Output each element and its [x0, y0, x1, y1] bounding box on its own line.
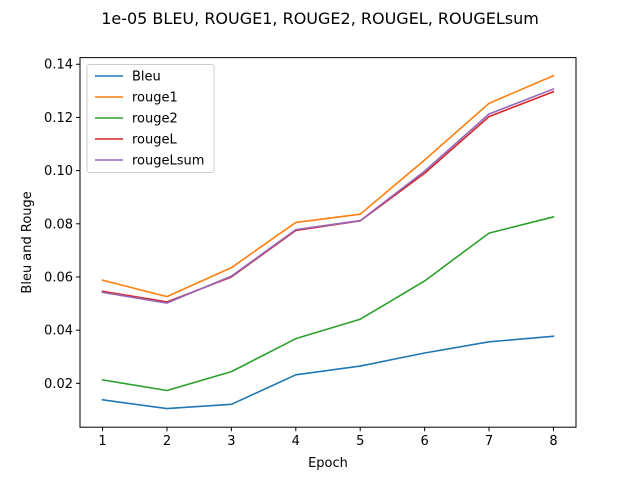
legend-box — [86, 64, 215, 173]
x-tick-label: 6 — [420, 434, 428, 449]
plot-area — [101, 74, 555, 410]
chart-title: 1e-05 BLEU, ROUGE1, ROUGE2, ROUGEL, ROUG… — [101, 9, 539, 28]
y-axis-label: Bleu and Rouge — [20, 191, 35, 293]
legend: Bleu rouge1 rouge2 rougeL rougeLsum — [86, 64, 215, 173]
x-tick-label: 1 — [98, 434, 106, 449]
legend-label: rouge2 — [132, 112, 178, 127]
series-line-rougeLsum — [101, 87, 555, 304]
y-tick-label: 0.12 — [44, 111, 73, 126]
y-tick-label: 0.06 — [44, 270, 73, 285]
legend-label: Bleu — [132, 70, 161, 85]
x-tick-label: 5 — [356, 434, 364, 449]
legend-label: rougeL — [132, 133, 178, 148]
legend-label: rougeLsum — [132, 154, 204, 169]
x-tick-label: 7 — [485, 434, 493, 449]
plot-frame — [79, 57, 577, 428]
legend-label: rouge1 — [132, 91, 178, 106]
x-tick-label: 2 — [163, 434, 171, 449]
y-tick-label: 0.10 — [44, 164, 73, 179]
series-line-rouge2 — [101, 215, 555, 392]
y-tick-label: 0.08 — [44, 217, 73, 232]
x-axis: 1 2 3 4 5 6 7 8 — [98, 427, 558, 449]
y-tick-label: 0.14 — [44, 58, 73, 73]
x-tick-label: 4 — [292, 434, 300, 449]
y-tick-label: 0.02 — [44, 377, 73, 392]
x-tick-label: 8 — [549, 434, 557, 449]
x-axis-label: Epoch — [308, 456, 348, 471]
series-line-rouge1 — [101, 74, 555, 298]
y-tick-label: 0.04 — [44, 324, 73, 339]
x-tick-label: 3 — [227, 434, 235, 449]
series-line-Bleu — [101, 335, 555, 410]
y-axis: 0.02 0.04 0.06 0.08 0.10 0.12 0.14 — [44, 58, 80, 392]
